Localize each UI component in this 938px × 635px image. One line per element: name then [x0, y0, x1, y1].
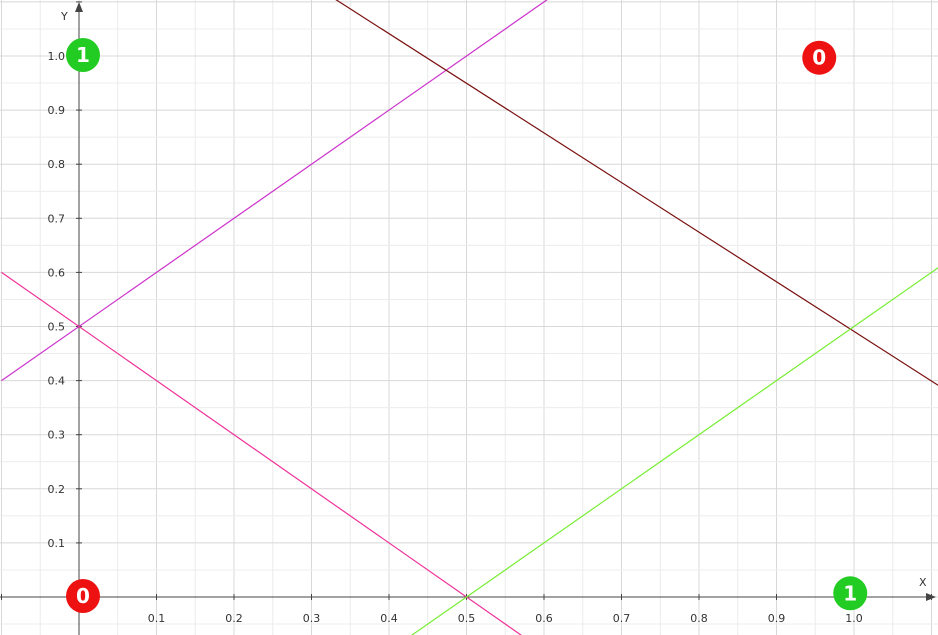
y-tick-label: 0.7	[48, 212, 66, 225]
x-tick-label: 0.2	[225, 612, 243, 625]
badge-label: 0	[76, 584, 90, 608]
y-tick-label: 0.4	[48, 375, 66, 388]
tick-labels: 0.1 0.2 0.3 0.4 0.5 0.6 0.7 0.8 0.9 1.0 0.1 0.2 0.3 0…	[1, 1, 932, 625]
series-line-3	[335, 0, 938, 386]
y-tick-label: 0.1	[48, 537, 66, 550]
x-tick-label: 0.7	[613, 612, 631, 625]
x-tick-label: 0.9	[768, 612, 786, 625]
y-tick-label: 0.2	[48, 483, 66, 496]
x-axis-label: X	[919, 576, 927, 589]
badge-circle	[66, 38, 100, 72]
y-axis-arrow-icon	[75, 2, 83, 12]
badge-circle	[802, 40, 837, 75]
badge-circle	[66, 579, 100, 613]
y-axis-label: Y	[60, 10, 68, 23]
badge-label: 0	[812, 46, 826, 70]
x-tick-label: 0.4	[380, 612, 398, 625]
x-tick-label: 0.1	[148, 612, 166, 625]
x-tick-label: 0.3	[303, 612, 321, 625]
badge-label: 1	[76, 43, 90, 67]
series-line-2	[1, 271, 522, 635]
y-tick-label: 0.9	[48, 104, 66, 117]
x-tick-label: 0.6	[535, 612, 553, 625]
badge-label: 1	[843, 581, 857, 605]
annotations: 1 0 0 1	[66, 38, 868, 613]
annotation-badge: 1	[833, 576, 868, 611]
annotation-badge: 1	[66, 38, 100, 72]
y-tick-label: 0.3	[48, 429, 66, 442]
y-tick-label: 0.8	[48, 158, 66, 171]
y-tick-label: 1.0	[48, 50, 66, 63]
series-line-4	[411, 267, 938, 635]
y-tick-label: 0.6	[48, 266, 66, 279]
annotation-badge: 0	[66, 579, 100, 613]
badge-circle	[833, 576, 868, 611]
series-line-1	[1, 0, 548, 382]
annotation-badge: 0	[802, 40, 837, 75]
x-tick-label: 0.5	[458, 612, 476, 625]
x-tick-label: 1.0	[845, 612, 863, 625]
y-tick-label: 0.5	[48, 321, 66, 334]
x-tick-label: 0.8	[690, 612, 708, 625]
